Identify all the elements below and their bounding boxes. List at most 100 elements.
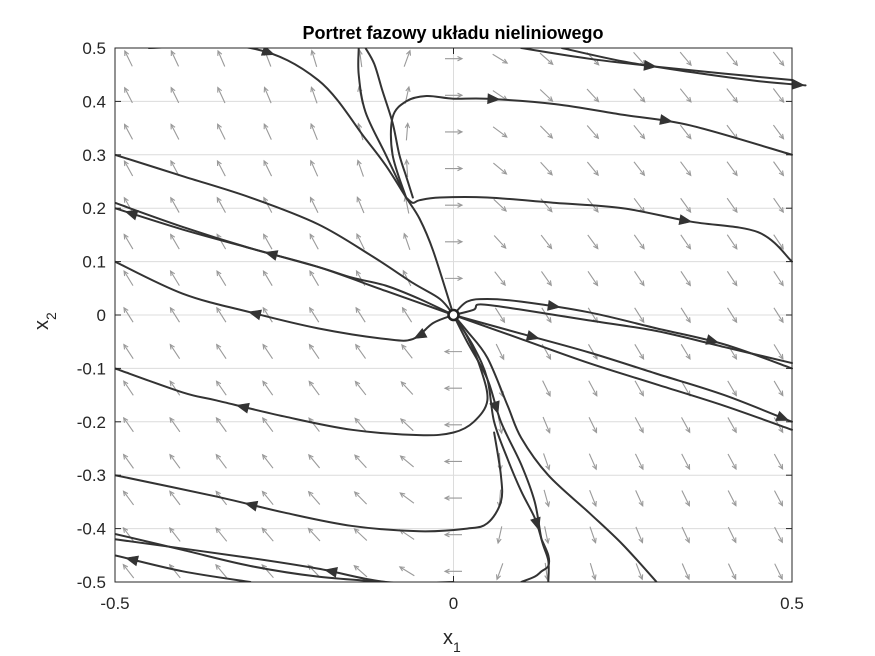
vector-arrow-head — [443, 422, 450, 428]
y-tick-label: -0.5 — [77, 573, 106, 592]
vector-arrow-head — [401, 306, 408, 313]
trajectory-arrow — [487, 93, 501, 105]
trajectory — [560, 48, 807, 87]
trajectory — [452, 314, 793, 431]
y-tick-label: -0.2 — [77, 413, 106, 432]
vector-arrow-head — [263, 123, 269, 130]
vector-arrow — [403, 233, 411, 250]
vector-arrow — [262, 454, 274, 469]
vector-arrow — [262, 307, 273, 323]
vector-arrow-head — [638, 574, 644, 581]
vector-arrow — [679, 51, 692, 66]
vector-arrow-head — [309, 196, 315, 203]
vector-arrow — [542, 416, 551, 433]
vector-arrow-head — [216, 306, 222, 313]
vector-arrow — [355, 307, 366, 323]
vector-arrow — [217, 87, 226, 104]
vector-arrow-head — [732, 280, 738, 287]
vector-arrow-head — [778, 60, 785, 67]
vector-arrow-head — [592, 390, 598, 397]
vector-arrow-head — [457, 129, 464, 135]
vector-arrow-head — [593, 59, 600, 66]
vector-arrow-head — [353, 528, 360, 534]
vector-arrow — [494, 271, 506, 286]
vector-arrow-head — [592, 280, 599, 287]
vector-arrow-head — [354, 454, 360, 461]
trajectory — [115, 153, 455, 316]
vector-arrow-head — [124, 49, 130, 57]
vector-arrow-head — [399, 492, 406, 498]
axis-ticks: -0.5 0 0.5 -0.5 -0.4 -0.3 -0.2 -0.1 0 0.1 0.2 0.3 0.… — [77, 39, 804, 613]
vector-arrow-head — [544, 501, 551, 508]
trajectory-arrow — [247, 309, 262, 321]
trajectory-arrow — [775, 410, 790, 421]
vector-arrow-head — [592, 464, 597, 471]
vector-arrow-head — [356, 233, 362, 240]
vector-arrow — [680, 380, 691, 396]
trajectory-arrow — [124, 210, 139, 221]
vector-arrow-head — [217, 49, 223, 56]
vector-arrow-head — [593, 243, 599, 250]
vector-arrow-head — [547, 206, 553, 213]
vector-arrow — [216, 234, 227, 250]
vector-arrow — [492, 53, 508, 64]
vector-arrow-head — [457, 165, 464, 172]
vector-arrow — [400, 418, 414, 432]
vector-arrow-head — [685, 353, 691, 360]
trajectory-arrow — [124, 555, 139, 567]
vector-arrow-head — [170, 123, 176, 130]
vector-arrow-head — [732, 97, 739, 104]
vector-arrow-head — [124, 86, 129, 93]
vector-arrow — [679, 88, 692, 103]
vector-arrow-head — [443, 495, 450, 501]
vector-arrow — [727, 453, 737, 470]
vector-arrow — [308, 381, 320, 396]
vector-arrow-head — [546, 317, 552, 324]
vector-arrow-head — [122, 490, 129, 497]
vector-arrow-head — [399, 418, 406, 424]
vector-arrow — [539, 125, 553, 139]
vector-arrow-head — [353, 564, 360, 571]
vector-arrow — [727, 417, 737, 433]
vector-arrow — [122, 564, 135, 579]
vector-arrow-head — [308, 343, 315, 350]
vector-arrow-head — [261, 490, 268, 497]
vector-arrow-head — [261, 527, 268, 534]
y-tick-label: -0.3 — [77, 466, 106, 485]
vector-arrow-head — [547, 169, 553, 176]
vector-arrow-head — [639, 243, 645, 250]
vector-arrow-head — [500, 280, 506, 287]
vector-arrow — [263, 197, 273, 213]
vector-arrow — [309, 197, 319, 214]
x-tick-label: 0.5 — [780, 594, 804, 613]
vector-arrow — [589, 526, 597, 543]
vector-arrow — [405, 160, 409, 178]
vector-arrow — [633, 161, 645, 176]
trajectory — [115, 431, 504, 533]
vector-field — [122, 49, 785, 581]
vector-arrow — [310, 123, 318, 141]
vector-arrow — [492, 90, 508, 101]
vector-arrow — [539, 89, 553, 102]
vector-arrow-head — [501, 206, 508, 212]
vector-arrow — [681, 526, 690, 543]
vector-arrow — [543, 489, 550, 507]
vector-arrow-head — [443, 348, 450, 355]
x-tick-label: 0 — [449, 594, 458, 613]
vector-arrow-head — [170, 86, 176, 93]
vector-arrow-head — [457, 56, 464, 62]
vector-arrow-head — [310, 86, 316, 93]
vector-arrow — [544, 526, 549, 544]
vector-arrow — [169, 417, 181, 433]
trajectory-arrow — [413, 327, 428, 339]
vector-arrow — [401, 344, 413, 359]
vector-arrow — [123, 490, 135, 506]
vector-arrow — [773, 234, 784, 250]
vector-arrow — [215, 564, 228, 579]
vector-arrow — [308, 528, 321, 542]
vector-arrow-head — [310, 49, 316, 56]
vector-arrow-head — [123, 196, 129, 203]
vector-arrow — [124, 50, 133, 67]
vector-arrow — [356, 197, 365, 214]
vector-arrow-head — [309, 306, 315, 313]
